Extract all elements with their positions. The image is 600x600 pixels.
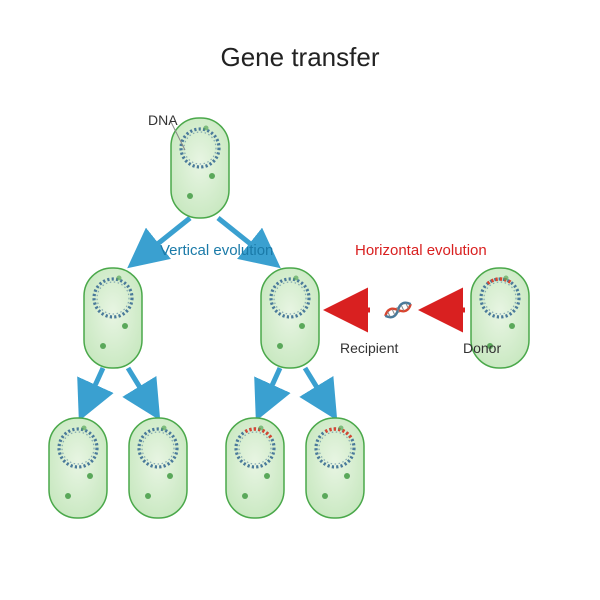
gene-transfer-diagram bbox=[0, 0, 600, 600]
bacterium-gc3 bbox=[226, 418, 284, 518]
bacterium-left_child bbox=[84, 268, 142, 368]
vertical-arrow bbox=[83, 368, 103, 412]
vertical-arrow bbox=[260, 368, 280, 412]
diagram-title: Gene transfer bbox=[0, 42, 600, 73]
vertical-arrow bbox=[128, 368, 155, 412]
bacterium-gc2 bbox=[129, 418, 187, 518]
vertical-arrow bbox=[305, 368, 332, 412]
vertical-evolution-label: Vertical evolution bbox=[160, 242, 273, 259]
dna-fragment-icon bbox=[384, 300, 413, 319]
dna-label: DNA bbox=[148, 112, 178, 128]
horizontal-evolution-label: Horizontal evolution bbox=[355, 242, 487, 259]
bacterium-right_child bbox=[261, 268, 319, 368]
bacterium-gc4 bbox=[306, 418, 364, 518]
bacterium-gc1 bbox=[49, 418, 107, 518]
recipient-label: Recipient bbox=[340, 340, 398, 356]
donor-label: Donor bbox=[463, 340, 501, 356]
bacterium-parent bbox=[171, 118, 229, 218]
